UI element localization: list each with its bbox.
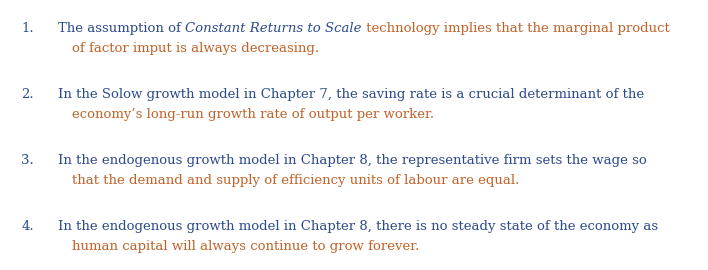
Text: In the endogenous growth model in Chapter 8, the representative firm sets the wa: In the endogenous growth model in Chapte…	[58, 154, 646, 167]
Text: human capital will always continue to grow forever.: human capital will always continue to gr…	[72, 240, 419, 253]
Text: The assumption of: The assumption of	[58, 22, 185, 35]
Text: 2.: 2.	[21, 88, 34, 101]
Text: In the endogenous growth model in Chapter 8, there is no steady state of the eco: In the endogenous growth model in Chapte…	[58, 220, 658, 233]
Text: of factor imput is always decreasing.: of factor imput is always decreasing.	[72, 42, 319, 55]
Text: 1.: 1.	[21, 22, 34, 35]
Text: that the demand and supply of efficiency units of labour are equal.: that the demand and supply of efficiency…	[72, 174, 520, 187]
Text: 4.: 4.	[21, 220, 34, 233]
Text: technology implies that the marginal product: technology implies that the marginal pro…	[362, 22, 669, 35]
Text: Constant Returns to Scale: Constant Returns to Scale	[185, 22, 362, 35]
Text: 3.: 3.	[21, 154, 34, 167]
Text: In the Solow growth model in Chapter 7, the saving rate is a crucial determinant: In the Solow growth model in Chapter 7, …	[58, 88, 644, 101]
Text: economy’s long-run growth rate of output per worker.: economy’s long-run growth rate of output…	[72, 108, 434, 121]
